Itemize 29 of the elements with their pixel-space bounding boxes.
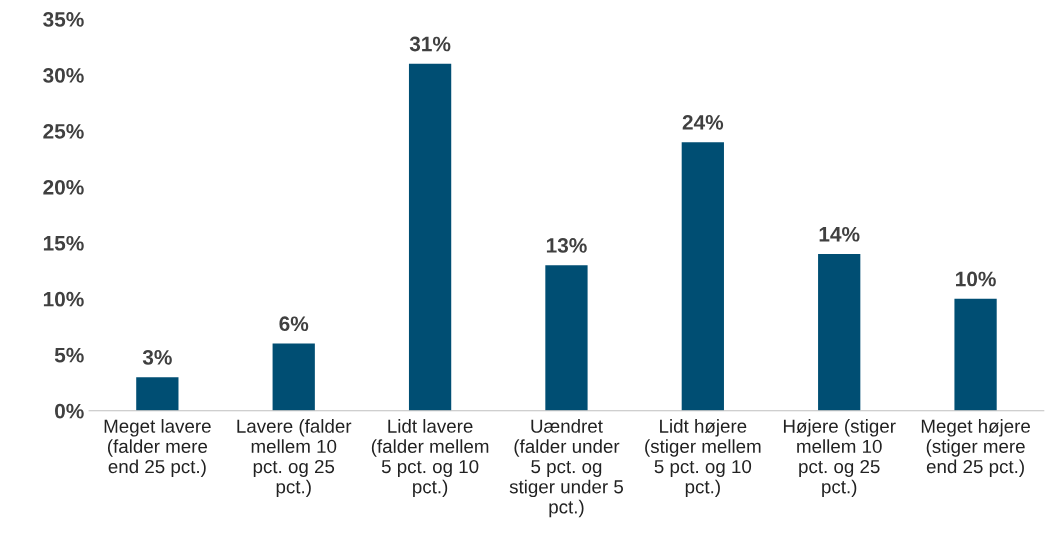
x-tick-label: Lavere (falder mellem 10 pct. og 25 pct.) xyxy=(237,419,352,498)
bar xyxy=(545,265,588,411)
y-tick-label: 0% xyxy=(55,403,84,419)
bar xyxy=(954,298,997,411)
data-label: 3% xyxy=(142,349,172,365)
y-tick-label: 15% xyxy=(43,235,84,251)
bar xyxy=(272,343,315,411)
x-tick-label: Lidt højere (stiger mellem 5 pct. og 10 pct.) xyxy=(645,419,761,498)
data-label: 14% xyxy=(819,226,860,242)
bar xyxy=(818,254,861,411)
x-tick-label: Højere (stiger mellem 10 pct. og 25 pct.) xyxy=(783,419,896,498)
data-label: 6% xyxy=(279,316,309,332)
y-tick-label: 30% xyxy=(43,68,84,83)
x-tick-label: Meget højere (stiger mere end 25 pct.) xyxy=(921,419,1030,477)
y-tick-label: 35% xyxy=(43,12,84,27)
y-tick-label: 25% xyxy=(43,123,84,139)
y-tick-label: 20% xyxy=(43,179,84,195)
data-label: 24% xyxy=(682,114,724,130)
y-tick-label: 10% xyxy=(43,291,84,307)
data-label: 31% xyxy=(409,36,451,52)
bar xyxy=(681,142,724,411)
x-tick-label: Meget lavere (falder mere end 25 pct.) xyxy=(104,419,211,477)
y-tick-label: 5% xyxy=(54,347,84,363)
x-tick-label: Uændret (falder under 5 pct. og stiger under 5 pct.) xyxy=(509,419,623,518)
x-tick-label: Lidt lavere (falder mellem 5 pct. og 10 pct.) xyxy=(371,419,489,498)
bar xyxy=(408,63,452,411)
data-label: 10% xyxy=(956,271,996,287)
data-label: 13% xyxy=(546,238,587,253)
bar xyxy=(136,377,179,411)
